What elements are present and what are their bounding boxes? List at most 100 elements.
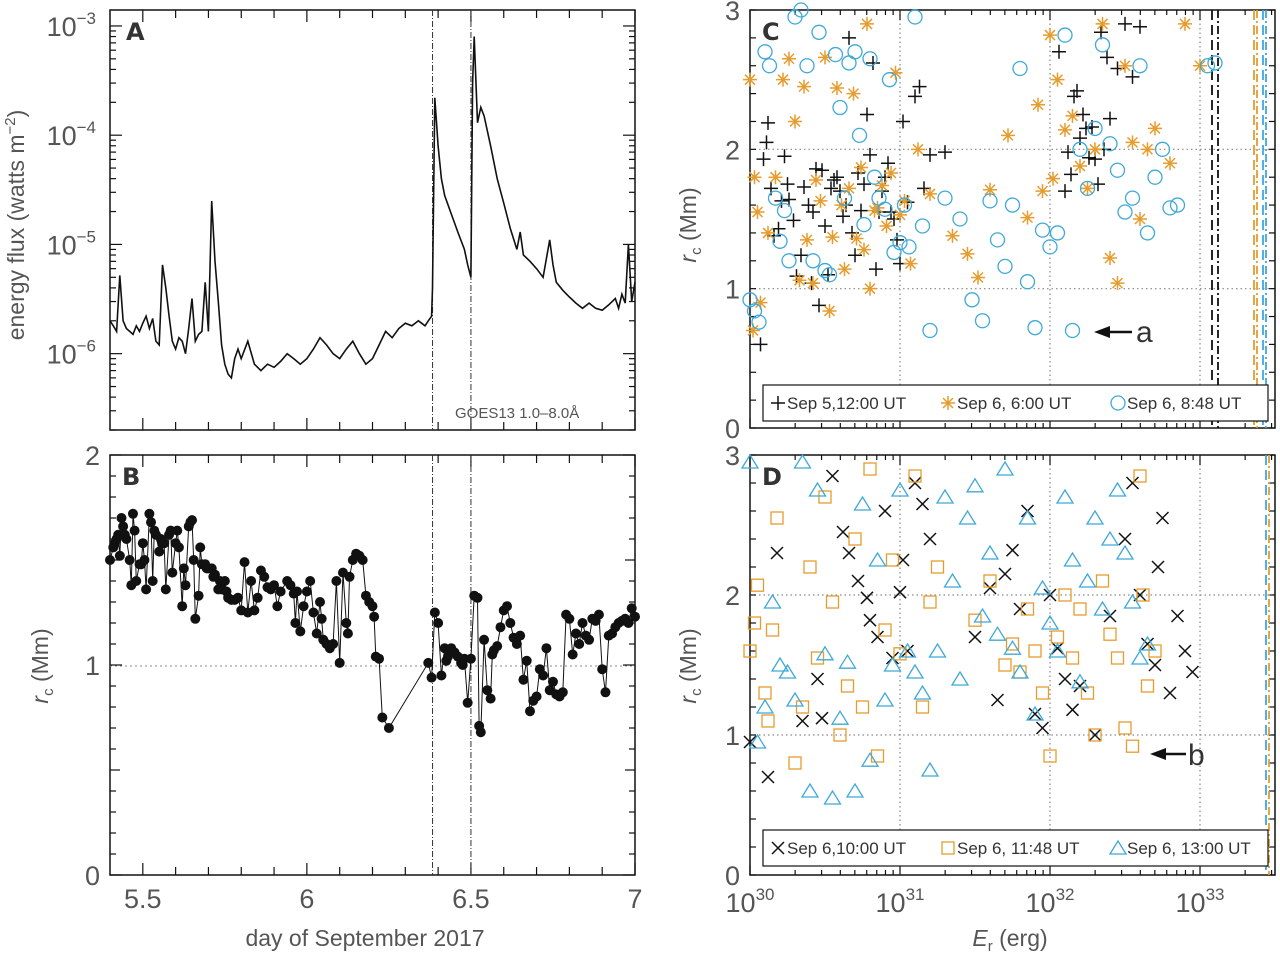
x-marker: [825, 469, 840, 483]
x-marker: [1178, 644, 1192, 658]
rc-point: [173, 542, 184, 553]
asterisk-marker: [854, 160, 868, 175]
asterisk-marker: [1058, 122, 1072, 137]
annotation-b-label: b: [1188, 739, 1205, 772]
x-marker: [761, 770, 775, 784]
circle-marker: [1072, 141, 1088, 157]
annotation-a-arrowhead: [1094, 326, 1110, 338]
circle-marker: [811, 24, 827, 40]
y-tick-label: 1: [725, 275, 740, 305]
rc-symbol: r: [675, 254, 701, 263]
panel-b-ticks: [110, 454, 636, 876]
tick-exp: 31: [906, 885, 925, 904]
panel-d-ytick-labels: 0 1 2 3: [725, 441, 740, 891]
plus-marker: [812, 298, 826, 313]
asterisk-marker: [1163, 156, 1177, 171]
square-marker: [825, 595, 840, 609]
circle-marker: [1117, 204, 1133, 220]
x-marker: [870, 630, 885, 644]
circle-marker: [914, 218, 931, 234]
triangle-marker: [995, 460, 1015, 476]
plus-marker: [860, 107, 874, 122]
panel-c-points: [742, 2, 1223, 352]
rc-point: [531, 691, 542, 702]
circle-marker: [1064, 322, 1081, 339]
square-marker: [923, 595, 937, 609]
panel-c-limit-lines: [1211, 10, 1267, 428]
rc-point: [541, 643, 552, 654]
triangle-marker: [748, 733, 767, 749]
triangle-marker: [943, 572, 962, 588]
circle-marker: [1109, 162, 1126, 178]
x-marker: [1185, 665, 1200, 679]
plus-marker: [759, 135, 774, 150]
plus-marker: [1133, 19, 1147, 34]
asterisk-marker: [830, 81, 844, 96]
asterisk-marker: [884, 166, 898, 181]
square-marker: [1028, 644, 1042, 658]
square-marker: [878, 623, 892, 637]
goes-annotation: GOES13 1.0–8.0Å: [455, 405, 579, 422]
panel-b-ytick-labels: 0 1 2: [85, 441, 100, 891]
plus-marker: [777, 149, 792, 164]
circle-marker: [1042, 239, 1058, 255]
rc-point: [521, 655, 532, 666]
triangle-marker: [1003, 639, 1022, 655]
rc-point: [180, 580, 191, 591]
rc-point: [344, 571, 355, 582]
x-tick-label: 1033: [1176, 885, 1225, 918]
rc-point: [146, 517, 157, 528]
x-marker: [968, 630, 982, 644]
rc-point: [462, 697, 473, 708]
asterisk-marker: [857, 242, 871, 257]
plus-marker: [836, 209, 850, 224]
plus-marker: [815, 163, 829, 178]
asterisk-marker: [849, 231, 864, 246]
triangle-marker: [1033, 579, 1052, 595]
x-marker: [795, 714, 810, 728]
triangle-marker: [1130, 649, 1150, 665]
triangle-marker: [1123, 593, 1142, 609]
rc-point: [374, 653, 385, 664]
plus-marker: [1079, 121, 1093, 136]
square-marker: [1035, 686, 1050, 700]
rc-point: [502, 601, 513, 612]
rc-point: [377, 712, 388, 723]
asterisk-marker: [797, 79, 811, 94]
plus-marker: [821, 267, 835, 282]
x-marker: [1125, 476, 1140, 490]
square-marker: [915, 700, 930, 714]
asterisk-marker: [818, 50, 832, 65]
panel-b-xtick-labels: 5.5 6 6.5 7: [124, 884, 642, 914]
ylabel-close: ): [3, 110, 29, 118]
rc-sub: c: [40, 688, 57, 696]
plus-marker: [854, 203, 868, 218]
square-marker: [930, 560, 945, 574]
panel-a-ylabel: energy flux (watts m−2): [2, 110, 29, 341]
x-marker: [1005, 543, 1020, 557]
asterisk-marker: [860, 16, 874, 31]
rc-point: [139, 555, 150, 565]
annotation-a-label: a: [1136, 316, 1153, 349]
square-marker: [788, 756, 802, 770]
square-marker: [1140, 679, 1155, 693]
x-marker: [1103, 609, 1117, 623]
square-marker: [770, 511, 784, 525]
annotation-b: b: [1150, 739, 1205, 772]
circle-marker: [892, 235, 908, 251]
triangle-marker: [868, 551, 887, 567]
panel-c-ylabel: rc (Mm): [675, 187, 705, 262]
asterisk-marker: [747, 170, 762, 185]
x-marker: [990, 693, 1005, 707]
x-marker: [836, 525, 850, 539]
rc-point: [433, 618, 444, 628]
x-marker: [810, 672, 825, 686]
rc-point: [475, 727, 486, 738]
triangle-marker: [988, 625, 1007, 641]
plus-marker: [780, 177, 795, 192]
x-marker: [1043, 588, 1057, 602]
panel-d-points: [740, 453, 1200, 805]
triangle-marker: [1100, 530, 1120, 546]
triangle-marker: [875, 691, 895, 707]
panel-d-ticks: [749, 454, 1275, 876]
